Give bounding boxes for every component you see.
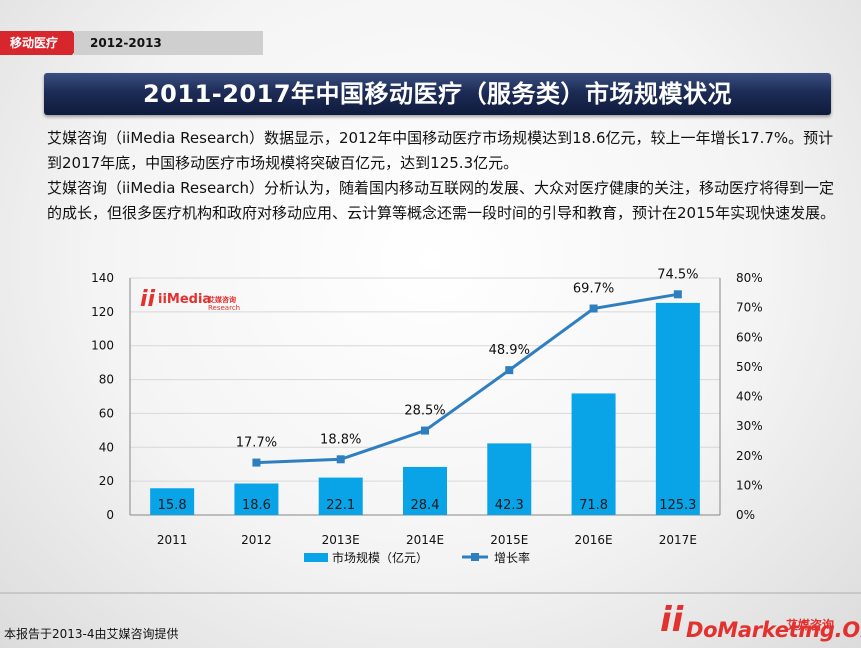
period-tag: 2012-2013 — [74, 31, 263, 55]
x-axis-tick-label: 2012 — [241, 533, 272, 547]
legend-line-marker — [471, 553, 479, 561]
growth-data-label: 69.7% — [573, 282, 614, 297]
bar — [571, 393, 616, 515]
description-paragraph-1: 艾媒咨询（iiMedia Research）数据显示，2012年中国移动医疗市场… — [47, 129, 834, 172]
description-paragraph-2: 艾媒咨询（iiMedia Research）分析认为，随着国内移动互联网的发展、… — [47, 179, 836, 222]
bar-data-label: 15.8 — [158, 498, 187, 513]
left-axis-tick-label: 0 — [106, 508, 114, 522]
left-axis-tick-label: 80 — [99, 373, 114, 387]
description: 艾媒咨询（iiMedia Research）数据显示，2012年中国移动医疗市场… — [47, 126, 837, 226]
growth-marker — [505, 366, 514, 375]
bar — [234, 483, 279, 515]
chart-logo-dots-icon: ii — [140, 287, 156, 312]
footer-logo-cn: 艾媒咨询 — [786, 618, 835, 632]
chart-logo-cn: 艾媒咨询 — [208, 295, 236, 304]
footer-logo: ii 艾媒咨询 DoMarketing.Org — [658, 598, 861, 646]
bar — [150, 488, 195, 515]
right-axis-tick-label: 10% — [736, 478, 763, 492]
right-axis-tick-label: 30% — [736, 419, 763, 433]
growth-data-label: 17.7% — [236, 436, 277, 451]
x-axis-tick-label: 2016E — [575, 533, 613, 547]
bar-data-label: 125.3 — [659, 498, 696, 513]
section-tag: 移动医疗 2012-2013 — [0, 31, 263, 55]
bar-data-label: 42.3 — [495, 498, 524, 513]
right-axis-tick-label: 50% — [736, 360, 763, 374]
x-axis-tick-label: 2013E — [322, 533, 360, 547]
right-axis-tick-label: 40% — [736, 390, 763, 404]
bar-data-label: 22.1 — [326, 498, 355, 513]
left-axis-tick-label: 140 — [91, 271, 114, 285]
growth-data-label: 18.8% — [320, 432, 361, 447]
x-axis-tick-label: 2014E — [406, 533, 444, 547]
chart-logo-sub: Research — [208, 304, 240, 312]
left-axis-tick-label: 40 — [99, 440, 114, 454]
x-axis-tick-label: 2017E — [659, 533, 697, 547]
chart-logo: ii iiMedia 艾媒咨询 Research — [140, 287, 240, 312]
page-title: 2011-2017年中国移动医疗（服务类）市场规模状况 — [44, 73, 831, 115]
legend-line-label: 增长率 — [494, 550, 530, 565]
growth-marker — [589, 304, 598, 313]
left-axis-tick-label: 20 — [99, 474, 114, 488]
legend-bar-label: 市场规模（亿元） — [332, 550, 428, 565]
growth-marker — [673, 290, 682, 299]
right-axis-tick-label: 70% — [736, 301, 763, 315]
right-axis-tick-label: 0% — [736, 508, 755, 522]
bar-data-label: 71.8 — [579, 498, 608, 513]
growth-marker — [252, 458, 261, 467]
footer-watermark: DoMarketing.Org — [686, 618, 861, 642]
left-axis-tick-label: 120 — [91, 305, 114, 319]
footnote: 本报告于2013-4由艾媒咨询提供 — [4, 627, 179, 641]
chart-logo-brand: iiMedia — [158, 292, 211, 307]
market-size-chart: 0 20 40 60 80 100 120 140 0% 10% 20% 30% 40% 50% 60% 70… — [91, 267, 763, 565]
bar — [655, 302, 700, 515]
growth-line — [256, 292, 679, 465]
bar-data-label: 28.4 — [411, 498, 440, 513]
growth-marker — [336, 455, 345, 464]
left-axis-tick-label: 60 — [99, 406, 114, 420]
growth-data-label: 48.9% — [489, 343, 530, 358]
right-axis-tick-label: 60% — [736, 330, 763, 344]
x-axis-tick-label: 2015E — [490, 533, 528, 547]
bar-data-label: 18.6 — [242, 498, 271, 513]
bar — [318, 477, 363, 515]
right-axis-tick-label: 80% — [736, 271, 763, 285]
footer-logo-icon: ii — [660, 600, 684, 640]
x-axis-tick-label: 2011 — [157, 533, 188, 547]
growth-data-label: 28.5% — [404, 404, 445, 419]
growth-marker — [421, 426, 429, 435]
footer-divider — [0, 592, 861, 594]
bar — [487, 443, 532, 515]
category-tag: 移动医疗 — [0, 31, 82, 55]
right-axis-tick-label: 20% — [736, 449, 763, 463]
legend-bar-swatch — [304, 553, 328, 562]
growth-data-label: 74.5% — [657, 267, 698, 282]
bar — [403, 466, 447, 515]
left-axis-tick-label: 100 — [91, 339, 114, 353]
